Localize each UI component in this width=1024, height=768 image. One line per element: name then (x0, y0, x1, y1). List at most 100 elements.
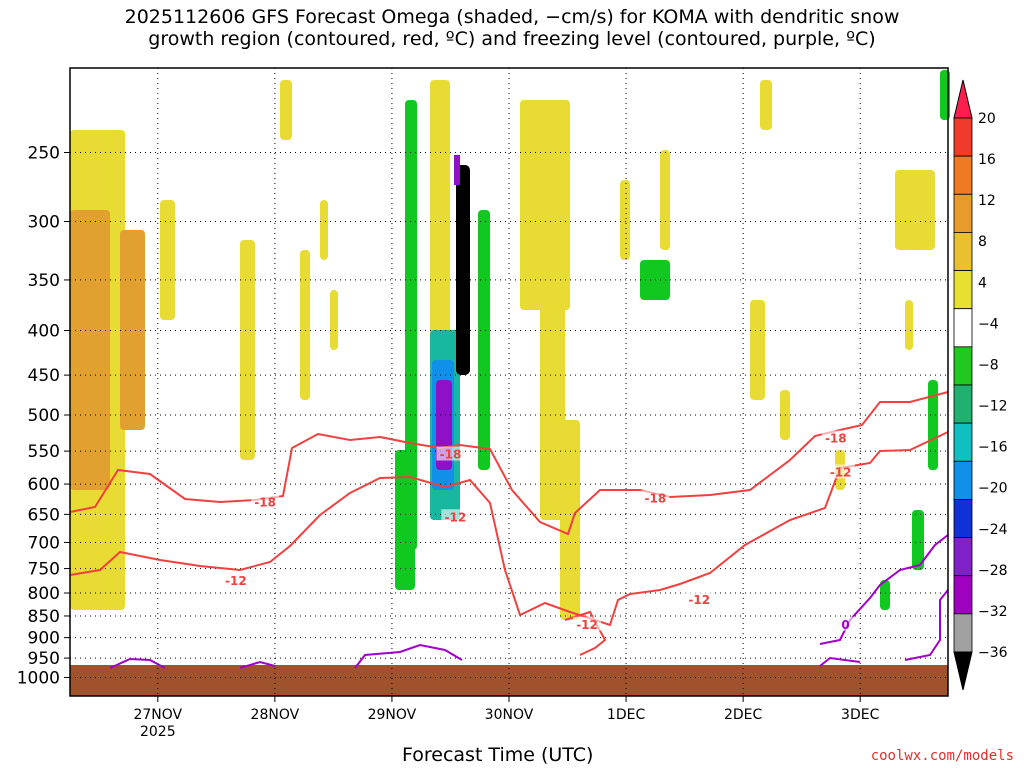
y-tick-label: 850 (28, 607, 60, 627)
y-tick-label: 250 (28, 144, 60, 164)
omega-shade (405, 100, 417, 550)
ground-fill (70, 665, 948, 696)
title-line-1: 2025112606 GFS Forecast Omega (shaded, −… (124, 6, 900, 28)
x-tick-label: 28NOV (251, 707, 300, 723)
omega-shade (750, 300, 765, 400)
colorbar-label: −28 (978, 563, 1008, 579)
colorbar-segment (953, 270, 973, 310)
x-tick-label: 30NOV (485, 707, 534, 723)
contour-label-bg (573, 616, 602, 631)
omega-shade (540, 280, 565, 520)
colorbar-label: 20 (978, 111, 996, 127)
contour-label: -12 (830, 466, 852, 480)
x-axis-label: Forecast Time (UTC) (402, 744, 594, 766)
omega-shade (660, 150, 670, 250)
omega-shade (760, 80, 772, 130)
contour-label: 0 (841, 618, 849, 632)
colorbar-segment (953, 613, 973, 653)
omega-shade-peak (454, 155, 460, 185)
colorbar-label: −32 (978, 604, 1008, 620)
contour-label-bg (826, 464, 855, 479)
colorbar-segment (953, 460, 973, 500)
colorbar-label: 12 (978, 193, 996, 209)
omega-shade (620, 180, 630, 260)
colorbar-segment (953, 117, 973, 157)
credit-text: coolwx.com/models (870, 748, 1014, 764)
omega-shade (912, 510, 924, 570)
y-tick-label: 750 (28, 560, 60, 580)
omega-shade (560, 420, 580, 620)
y-tick-label: 450 (28, 366, 60, 386)
contour-label-bg (821, 430, 850, 445)
contour-label: -18 (254, 496, 276, 510)
colorbar-label: 4 (978, 275, 987, 291)
y-tick-label: 500 (28, 406, 60, 426)
freezing-level-contour (819, 534, 949, 645)
y-tick-label: 650 (28, 505, 60, 525)
contour-label: -18 (440, 448, 462, 462)
y-tick-label: 300 (28, 213, 60, 233)
omega-shade (160, 200, 175, 320)
x-tick-label: 1DEC (607, 707, 646, 723)
x-tick-sublabel: 2025 (140, 724, 176, 740)
colorbar-segment (953, 193, 973, 233)
colorbar-segment (953, 346, 973, 386)
colorbar-segment (953, 384, 973, 424)
freezing-level-contour (904, 589, 949, 661)
colorbar-label: 16 (978, 152, 996, 168)
freezing-level-contour (239, 660, 276, 669)
contour-label: -18 (644, 491, 666, 505)
chart-title: 2025112606 GFS Forecast Omega (shaded, −… (0, 6, 1024, 50)
contour-label-bg (436, 446, 465, 461)
omega-shade (320, 200, 328, 260)
x-tick-label: 2DEC (724, 707, 763, 723)
contour-label-bg (685, 592, 714, 607)
colorbar-segment (953, 499, 973, 538)
colorbar-segment (953, 537, 973, 577)
colorbar-segment (953, 155, 973, 195)
contour-label: -12 (688, 593, 710, 607)
colorbar-label: 8 (978, 234, 987, 250)
plot-background (70, 68, 948, 696)
omega-shade-core (456, 165, 470, 375)
omega-shade (430, 80, 450, 380)
y-tick-label: 700 (28, 533, 60, 553)
contour-label: -12 (445, 510, 467, 524)
contour-label: -12 (225, 574, 247, 588)
freezing-level-contour (354, 643, 463, 669)
contour-label: -12 (576, 618, 598, 632)
title-line-2: growth region (contoured, red, ºC) and f… (148, 28, 876, 50)
omega-shade (240, 240, 255, 460)
omega-shade (300, 250, 310, 400)
y-tick-label: 600 (28, 475, 60, 495)
dgz-contour (564, 610, 607, 656)
omega-shade (880, 580, 890, 610)
colorbar-label: −24 (978, 522, 1008, 538)
contour-label-bg (641, 490, 670, 505)
omega-shade (520, 100, 570, 310)
omega-shade (478, 210, 490, 470)
x-tick-label: 3DEC (841, 707, 880, 723)
contour-label-bg (441, 509, 470, 524)
y-tick-label: 800 (28, 584, 60, 604)
colorbar-label: −16 (978, 440, 1008, 456)
contour-label-bg (251, 494, 280, 509)
colorbar-segment (953, 422, 973, 462)
contour-label-bg (831, 616, 860, 631)
y-tick-label: 350 (28, 271, 60, 291)
omega-shade (928, 380, 938, 470)
y-tick-label: 900 (28, 629, 60, 649)
omega-shade (70, 210, 110, 490)
colorbar-segment (953, 232, 973, 271)
y-tick-label: 400 (28, 322, 60, 342)
y-tick-label: 1000 (17, 669, 60, 689)
colorbar-top-arrow (953, 79, 973, 119)
colorbar-label: −20 (978, 481, 1008, 497)
colorbar-segment (953, 575, 973, 615)
y-tick-label: 950 (28, 649, 60, 669)
colorbar-label: −4 (978, 316, 999, 332)
x-tick-label: 27NOV (133, 707, 182, 723)
omega-shade (905, 300, 913, 350)
freezing-level-contour (109, 657, 166, 669)
contour-label-bg (221, 572, 250, 587)
